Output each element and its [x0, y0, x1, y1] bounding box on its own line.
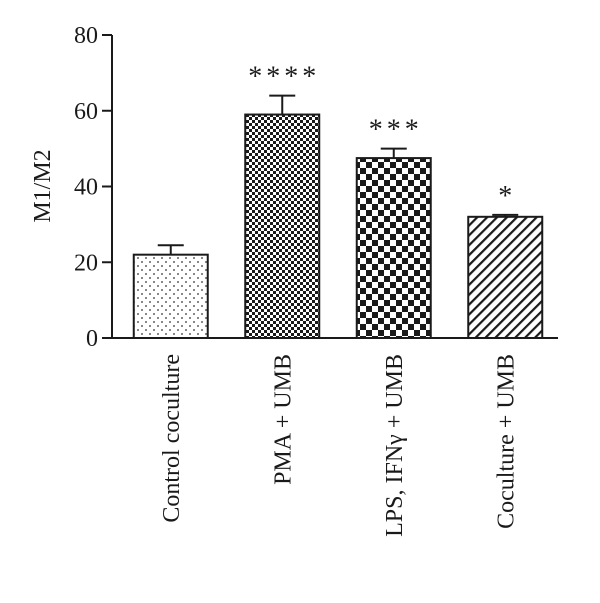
bar-1 [132, 253, 209, 339]
bars: ******** [112, 62, 558, 339]
bar-2 [244, 113, 321, 339]
y-tick-label: 80 [74, 23, 98, 49]
y-axis-label: M1/M2 [30, 149, 56, 222]
significance-3: *** [369, 115, 423, 146]
x-tick-label: Control coculture [159, 354, 185, 523]
y-tick-label: 60 [74, 99, 98, 125]
x-tick-label: LPS, IFNγ + UMB [382, 354, 408, 537]
x-tick-label: Coculture + UMB [493, 354, 519, 529]
y-axis: 0 20 40 60 80 [74, 23, 113, 352]
significance-2: **** [248, 62, 320, 93]
significance-4: * [498, 181, 516, 212]
y-tick-label: 20 [74, 250, 98, 276]
x-axis-labels: Control coculture PMA + UMB LPS, IFNγ + UM… [159, 354, 520, 537]
bar-4 [467, 215, 544, 339]
y-tick-label: 0 [86, 326, 98, 352]
bar-3 [355, 157, 432, 339]
y-tick-label: 40 [74, 175, 98, 201]
x-tick-label: PMA + UMB [270, 354, 296, 485]
